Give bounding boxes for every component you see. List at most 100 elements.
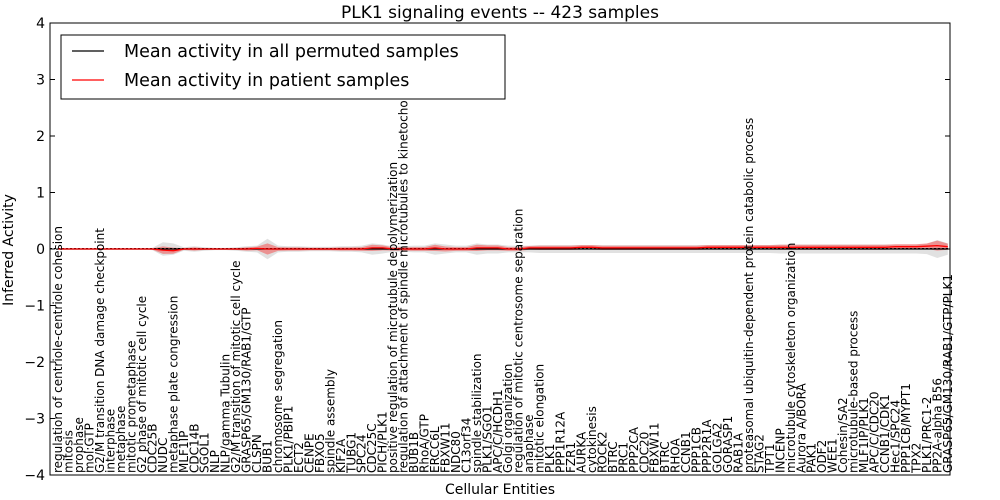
x-tick-label: G2/M transition of mitotic cell cycle — [229, 260, 243, 473]
series-lines — [58, 244, 948, 252]
x-tick-label: PPP1CB — [690, 427, 704, 473]
x-tick-label: PPP2CA — [627, 426, 641, 473]
x-tick-label: G2/M transition DNA damage checkpoint — [93, 228, 107, 473]
x-tick-label: ODF2 — [815, 440, 829, 473]
x-tick-label: mitotic elongation — [533, 364, 547, 473]
x-tick-label: regulation of centriole-centriole cohesi… — [51, 226, 65, 473]
x-tick-label: AURKA — [575, 431, 589, 473]
x-tick-label: MLF1IP/PLK1 — [857, 397, 871, 473]
x-tick-label: MLF1IP — [177, 431, 191, 473]
y-axis-label: Inferred Activity — [1, 194, 17, 306]
x-tick-label: BTRC — [658, 441, 672, 473]
x-tick-label: CCNB1 — [679, 431, 693, 473]
x-tick-label: APC/C/HCDH1 — [491, 389, 505, 473]
x-tick-label: SPC24 — [355, 434, 369, 473]
x-tick-label: metaphase plate congression — [166, 296, 180, 473]
x-tick-label: RAB1A — [732, 432, 746, 473]
x-axis-labels: regulation of centriole-centriole cohesi… — [51, 88, 955, 474]
x-tick-label: WEE1 — [826, 438, 840, 473]
x-tick-label: PICH/PLK1 — [376, 411, 390, 473]
legend-box — [60, 34, 506, 100]
legend-label-permuted: Mean activity in all permuted samples — [124, 42, 459, 62]
x-tick-label: spindle stabilization — [470, 353, 484, 473]
x-tick-label: PPP1R12A — [554, 411, 568, 473]
x-tick-label: FZR1 — [564, 442, 578, 473]
x-tick-label: GOLGA2 — [711, 422, 725, 473]
legend-label-patient: Mean activity in patient samples — [124, 71, 409, 91]
x-tick-label: STAG2 — [752, 434, 766, 473]
y-tick-label: 1 — [36, 186, 45, 202]
x-tick-label: Golgi organization — [501, 364, 515, 473]
x-tick-label: PLK1/SGO1 — [480, 406, 494, 473]
x-tick-label: GORASP1 — [721, 416, 735, 473]
x-tick-label: microtubule cytoskeleton organization — [784, 243, 798, 473]
x-tick-label: proteasomal ubiquitin-dependent protein … — [742, 118, 756, 473]
x-tick-label: PP2A-alpha B56 — [930, 378, 944, 473]
x-tick-label: ROCK2 — [595, 431, 609, 473]
legend: Mean activity in all permuted samples Me… — [60, 34, 506, 100]
x-tick-label: INCENP — [773, 428, 787, 473]
x-tick-label: CDC25C — [365, 423, 379, 473]
x-tick-label: PLK1/PBIP1 — [282, 406, 296, 473]
x-tick-label: FBXO5 — [313, 433, 327, 473]
x-tick-label: anaphase — [522, 414, 536, 473]
x-tick-label: FBXW11 — [438, 423, 452, 474]
x-tick-label: mitosis — [62, 430, 76, 473]
x-tick-label: RhoA/GTP — [418, 414, 432, 473]
chart-title: PLK1 signaling events -- 423 samples — [341, 3, 659, 23]
y-tick-label: −1 — [24, 299, 45, 315]
x-tick-label: TPT1 — [763, 443, 777, 474]
x-tick-label: Aurora A/BORA — [794, 383, 808, 473]
x-tick-label: prophase — [72, 417, 86, 473]
y-tick-label: 4 — [36, 16, 45, 32]
x-tick-label: Cohesin/SA2 — [836, 397, 850, 473]
x-tick-label: APC/C/CDC20 — [868, 391, 882, 473]
x-tick-label: PPP1CB/MYPT1 — [899, 383, 913, 473]
x-tick-label: positive regulation of microtubule depol… — [386, 162, 400, 473]
y-tick-label: −3 — [24, 412, 45, 428]
x-tick-label: ECT2 — [292, 442, 306, 473]
x-tick-label: chromosome segregation — [271, 320, 285, 473]
x-tick-label: PRC1 — [616, 442, 630, 473]
x-tick-label: TUBG1 — [344, 432, 358, 474]
x-tick-label: FBXW11 — [648, 423, 662, 474]
x-tick-label: G2 phase of mitotic cell cycle — [135, 296, 149, 473]
x-tick-label: spindle assembly — [323, 369, 337, 473]
x-tick-label: cytokinesis — [585, 406, 599, 473]
x-tick-label: RHOA — [669, 437, 683, 473]
patient-band — [58, 240, 948, 255]
x-tick-label: GRASP65/GM130/RAB1/GTP/PLK1 — [941, 274, 955, 473]
y-tick-label: 3 — [36, 73, 45, 89]
x-tick-label: NDC80 — [449, 431, 463, 473]
x-tick-label: BUB1B — [407, 432, 421, 473]
x-tick-label: interphase — [104, 409, 118, 473]
x-tick-label: TPX2 — [909, 443, 923, 474]
y-axis: −4 −3 −2 −1 0 1 2 3 4 — [24, 16, 950, 484]
x-tick-label: regulation of attachment of spindle micr… — [397, 88, 411, 473]
x-tick-label: PAK1 — [805, 443, 819, 473]
x-tick-label: CLSPN — [250, 434, 264, 473]
x-tick-label: BTRC — [606, 441, 620, 473]
x-tick-label: NLP — [208, 450, 222, 473]
x-tick-label: mol:GTP — [83, 423, 97, 473]
x-tick-label: metaphase — [114, 406, 128, 473]
y-tick-label: −2 — [24, 355, 45, 371]
x-tick-label: mitotic prometaphase — [125, 341, 139, 474]
x-tick-label: NLP/gamma Tubulin — [219, 354, 233, 473]
y-tick-label: −4 — [24, 468, 45, 484]
x-tick-label: regulation of mitotic centrosome separat… — [512, 209, 526, 473]
x-tick-label: CCNB1/CDK1 — [878, 394, 892, 473]
patient-mean-line — [58, 244, 948, 252]
x-tick-label: GRASP65/GM130/RAB1/GTP — [240, 307, 254, 473]
x-tick-label: NUDC — [156, 438, 170, 473]
x-tick-label: Hec1/SPC24 — [888, 400, 902, 473]
x-tick-label: CDC25B — [145, 424, 159, 474]
x-tick-label: CDC14B — [187, 424, 201, 474]
x-tick-label: BUB1 — [261, 440, 275, 473]
x-tick-label: CDC20 — [637, 432, 651, 473]
x-tick-label: PLK1/PRC1-2 — [920, 397, 934, 473]
y-tick-label: 0 — [36, 242, 45, 258]
x-tick-label: PPP2R1A — [700, 419, 714, 473]
x-tick-label: PLK1 — [543, 444, 557, 473]
